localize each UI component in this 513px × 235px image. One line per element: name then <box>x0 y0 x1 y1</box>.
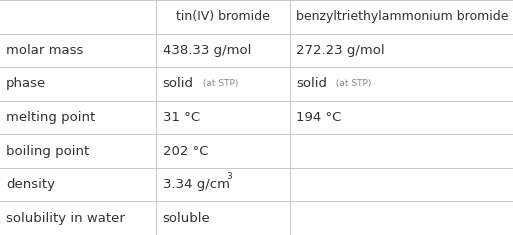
Text: melting point: melting point <box>6 111 95 124</box>
Text: boiling point: boiling point <box>6 145 89 158</box>
Text: molar mass: molar mass <box>6 44 84 57</box>
Text: 3: 3 <box>227 172 232 181</box>
Text: (at STP): (at STP) <box>200 79 238 88</box>
Text: phase: phase <box>6 77 46 90</box>
Text: solid: solid <box>163 77 193 90</box>
Text: solubility in water: solubility in water <box>6 212 125 225</box>
Text: solid: solid <box>296 77 327 90</box>
Text: 3.34 g/cm: 3.34 g/cm <box>163 178 230 191</box>
Text: soluble: soluble <box>163 212 210 225</box>
Text: (at STP): (at STP) <box>333 79 371 88</box>
Text: 194 °C: 194 °C <box>296 111 341 124</box>
Text: benzyltriethylammonium bromide: benzyltriethylammonium bromide <box>296 10 508 23</box>
Text: 202 °C: 202 °C <box>163 145 208 158</box>
Text: tin(IV) bromide: tin(IV) bromide <box>176 10 270 23</box>
Text: 272.23 g/mol: 272.23 g/mol <box>296 44 385 57</box>
Text: 31 °C: 31 °C <box>163 111 200 124</box>
Text: 438.33 g/mol: 438.33 g/mol <box>163 44 251 57</box>
Text: density: density <box>6 178 55 191</box>
